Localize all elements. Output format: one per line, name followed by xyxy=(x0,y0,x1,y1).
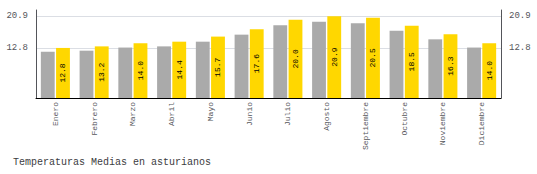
svg-text:Febrero: Febrero xyxy=(90,102,99,136)
svg-text:17.6: 17.6 xyxy=(252,54,261,73)
svg-text:Mayo: Mayo xyxy=(206,102,215,121)
svg-text:Marzo: Marzo xyxy=(128,102,137,126)
svg-text:Octubre: Octubre xyxy=(400,102,409,136)
svg-text:20.0: 20.0 xyxy=(291,49,300,68)
svg-text:14.0: 14.0 xyxy=(485,61,494,80)
svg-text:12.8: 12.8 xyxy=(509,43,531,53)
svg-text:12.8: 12.8 xyxy=(58,63,67,82)
svg-text:Agosto: Agosto xyxy=(322,102,331,131)
svg-text:20.9: 20.9 xyxy=(509,11,531,21)
svg-text:20.9: 20.9 xyxy=(6,11,28,21)
svg-text:20.9: 20.9 xyxy=(330,47,339,66)
svg-text:18.5: 18.5 xyxy=(407,52,416,71)
svg-text:20.5: 20.5 xyxy=(368,48,377,67)
svg-text:Enero: Enero xyxy=(51,102,60,126)
svg-text:14.0: 14.0 xyxy=(136,61,145,80)
svg-text:Septiembre: Septiembre xyxy=(361,102,370,150)
svg-text:13.2: 13.2 xyxy=(97,62,106,81)
svg-text:16.3: 16.3 xyxy=(446,56,455,75)
svg-text:Abril: Abril xyxy=(167,102,176,126)
svg-text:Temperaturas Medias en asturia: Temperaturas Medias en asturianos xyxy=(13,157,211,168)
svg-text:12.8: 12.8 xyxy=(6,43,28,53)
svg-text:Diciembre: Diciembre xyxy=(477,102,486,145)
svg-text:14.4: 14.4 xyxy=(175,60,184,79)
svg-text:15.7: 15.7 xyxy=(213,57,222,76)
svg-text:Julio: Julio xyxy=(283,102,292,126)
svg-text:Noviembre: Noviembre xyxy=(438,102,447,145)
svg-text:Junio: Junio xyxy=(245,102,254,126)
